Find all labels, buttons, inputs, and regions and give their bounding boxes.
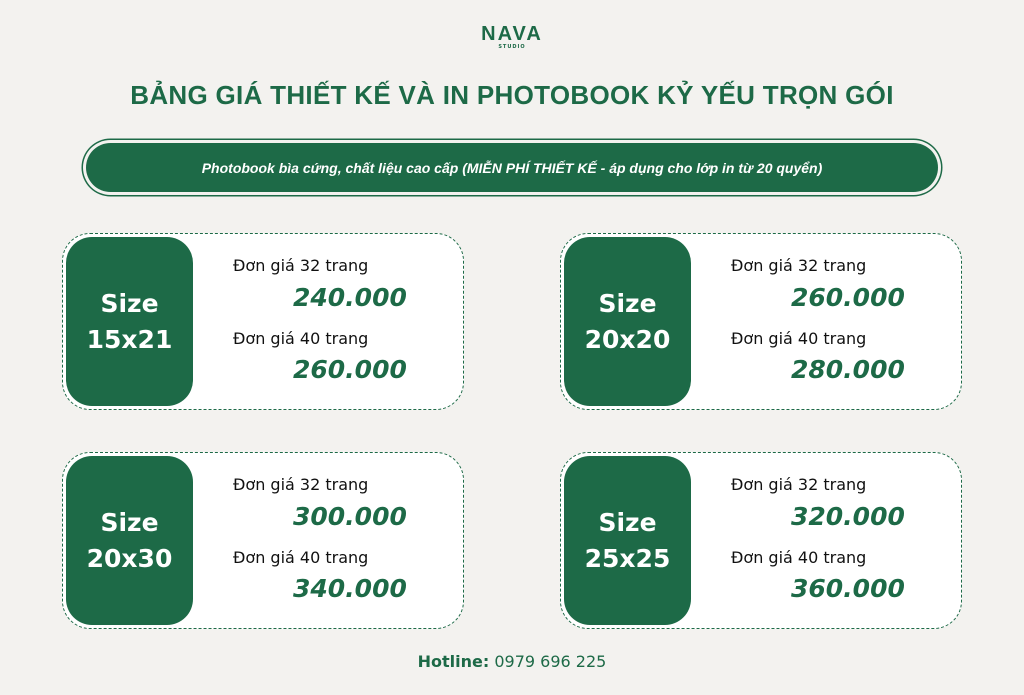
size-badge: Size 20x30 [66,456,193,625]
label-32-pages: Đơn giá 32 trang [233,256,369,275]
size-label: Size [598,507,657,537]
price-40-pages: 260.000 [293,355,407,384]
size-label: Size [598,288,657,318]
size-label: Size [100,507,159,537]
logo-name: NAVA [481,23,543,45]
page-title: BẢNG GIÁ THIẾT KẾ VÀ IN PHOTOBOOK KỶ YẾU… [130,80,894,110]
label-32-pages: Đơn giá 32 trang [233,475,369,494]
size-value: 20x30 [86,543,173,573]
price-32-pages: 320.000 [791,502,905,531]
price-card: Size 25x25 Đơn giá 32 trang 320.000 Đơn … [560,452,962,629]
price-40-pages: 340.000 [293,574,407,603]
price-card: Size 20x30 Đơn giá 32 trang 300.000 Đơn … [62,452,464,629]
size-badge: Size 15x21 [66,237,193,406]
hotline-label: Hotline: [417,652,490,671]
price-40-pages: 360.000 [791,574,905,603]
logo-sub: STUDIO [498,44,526,50]
label-40-pages: Đơn giá 40 trang [731,548,867,567]
label-40-pages: Đơn giá 40 trang [233,548,369,567]
price-32-pages: 260.000 [791,283,905,312]
label-40-pages: Đơn giá 40 trang [233,329,369,348]
price-32-pages: 240.000 [293,283,407,312]
size-label: Size [100,288,159,318]
price-card: Size 20x20 Đơn giá 32 trang 260.000 Đơn … [560,233,962,410]
size-value: 25x25 [584,543,671,573]
size-value: 20x20 [584,324,671,354]
hotline-number[interactable]: 0979 696 225 [494,652,607,671]
size-badge: Size 20x20 [564,237,691,406]
size-value: 15x21 [86,324,173,354]
subtitle-banner: Photobook bìa cứng, chất liệu cao cấp (M… [86,143,938,192]
label-32-pages: Đơn giá 32 trang [731,475,867,494]
price-card: Size 15x21 Đơn giá 32 trang 240.000 Đơn … [62,233,464,410]
label-32-pages: Đơn giá 32 trang [731,256,867,275]
price-32-pages: 300.000 [293,502,407,531]
price-40-pages: 280.000 [791,355,905,384]
hotline: Hotline: 0979 696 225 [0,652,1024,671]
logo: NAVA STUDIO [462,24,562,50]
label-40-pages: Đơn giá 40 trang [731,329,867,348]
size-badge: Size 25x25 [564,456,691,625]
